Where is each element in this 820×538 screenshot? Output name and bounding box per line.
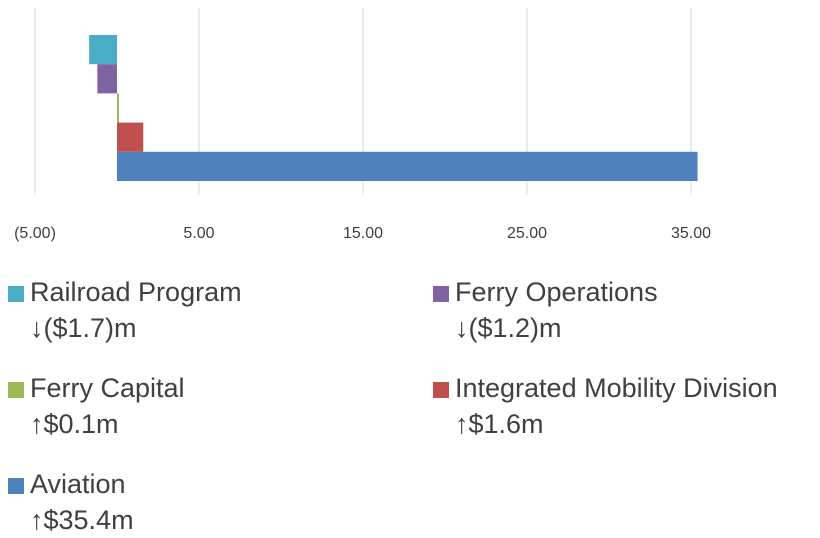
x-tick-label: 35.00 (671, 225, 711, 242)
legend-value: ↓($1.2)m (455, 313, 562, 343)
legend-label: Ferry Operations (455, 277, 658, 307)
bar (117, 151, 698, 181)
bar (117, 93, 119, 123)
legend-swatch (8, 478, 24, 494)
bar (117, 122, 144, 152)
legend-value: ↑$1.6m (455, 409, 544, 439)
legend-swatch (433, 382, 449, 398)
bar (89, 35, 117, 65)
legend-label: Aviation (30, 469, 126, 499)
legend-value: ↑$35.4m (30, 505, 134, 535)
x-tick-label: 15.00 (343, 225, 383, 242)
legend-label: Integrated Mobility Division (455, 373, 778, 403)
bar (97, 64, 117, 94)
legend-label: Ferry Capital (30, 373, 185, 403)
x-tick-label: 5.00 (183, 225, 214, 242)
legend-value: ↑$0.1m (30, 409, 119, 439)
x-tick-label: 25.00 (507, 225, 547, 242)
legend-value: ↓($1.7)m (30, 313, 137, 343)
legend-swatch (8, 286, 24, 302)
x-tick-label: (5.00) (14, 225, 56, 242)
legend-label: Railroad Program (30, 277, 242, 307)
legend-swatch (433, 286, 449, 302)
legend-swatch (8, 382, 24, 398)
